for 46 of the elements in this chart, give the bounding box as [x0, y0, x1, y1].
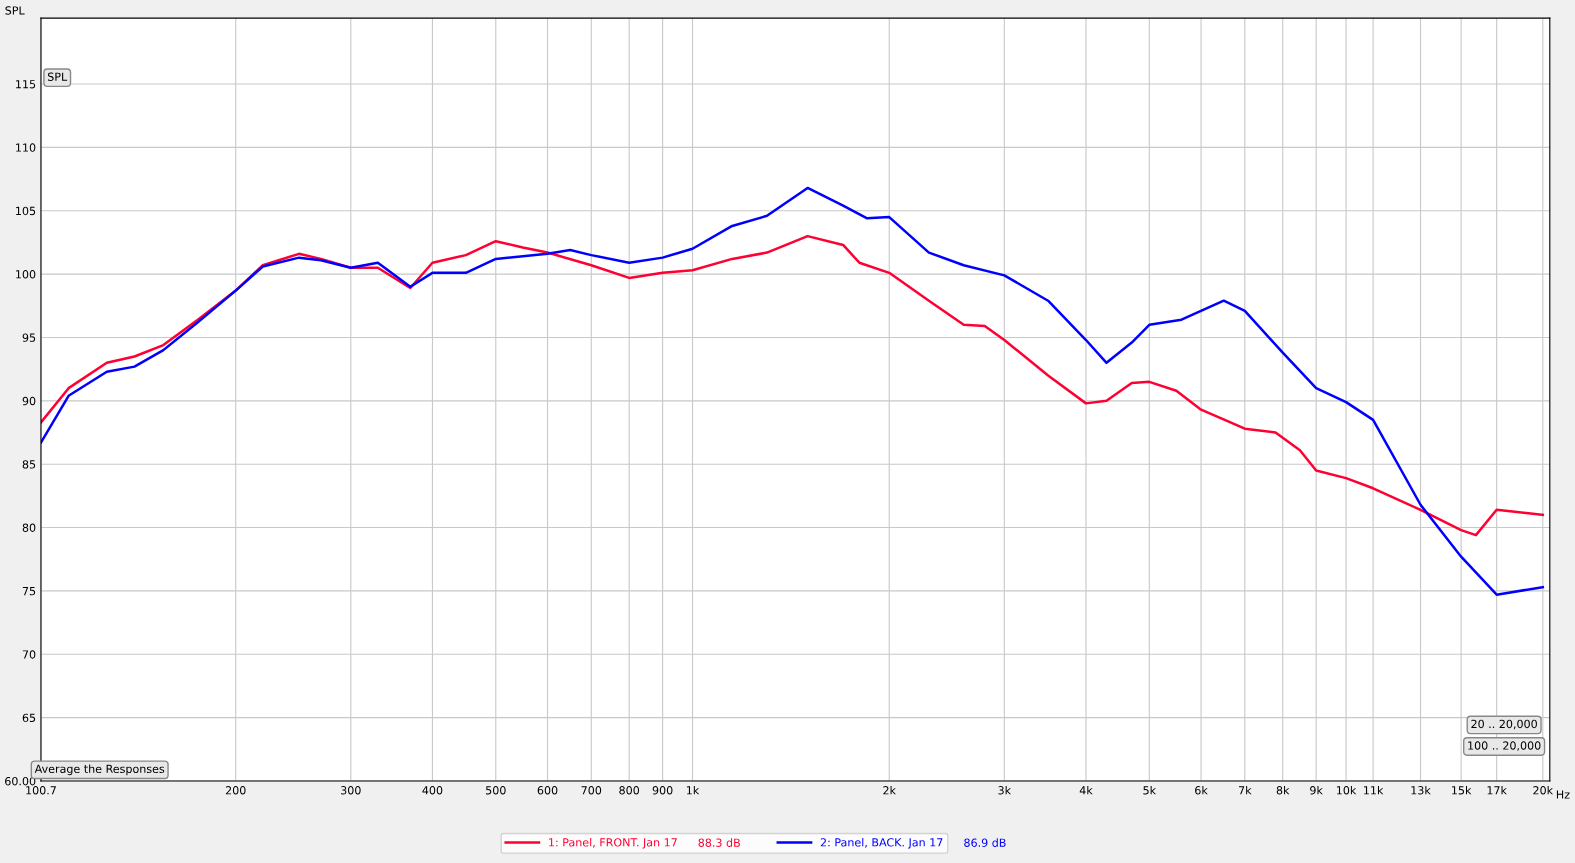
annotation: 20 .. 20,000	[1471, 719, 1537, 730]
x-tick-label: 4k	[1079, 785, 1093, 795]
x-tick-label: 400	[422, 786, 443, 795]
x-tick-label: 2k	[883, 785, 896, 795]
annotation: Average the Responses	[34, 764, 165, 776]
x-tick-label: 900	[652, 786, 673, 795]
x-tick-label: 1k	[686, 785, 700, 795]
x-tick-label: 800	[619, 786, 640, 795]
x-tick-label: 11k	[1364, 785, 1384, 795]
legend-label: 1: Panel, FRONT. Jan 17	[549, 837, 677, 849]
y-tick-label: 80	[22, 523, 36, 532]
x-tick-label: 6k	[1195, 785, 1208, 795]
x-tick-label: 7k	[1238, 785, 1252, 795]
legend-label: 2: Panel, BACK. Jan 17	[820, 837, 943, 849]
y-tick-label: 85	[22, 460, 36, 469]
text: 88.3 dB	[698, 838, 740, 847]
text: 86.9 dB	[964, 838, 1006, 847]
x-axis-title: Hz	[1556, 790, 1570, 799]
y-tick-label: 105	[16, 206, 36, 216]
x-tick-label: 300	[341, 786, 361, 795]
x-tick-label: 600	[537, 786, 558, 795]
y-tick-label: 65	[22, 713, 36, 723]
x-tick-label: 5k	[1143, 785, 1157, 795]
y-tick-label: 60.00	[5, 776, 36, 786]
x-tick-label: 700	[581, 786, 602, 795]
x-tick-label: 13k	[1411, 785, 1431, 795]
y-tick-label: 110	[16, 143, 36, 152]
x-tick-label: 100.7	[26, 786, 56, 795]
x-tick-label: 9k	[1310, 785, 1323, 795]
x-tick-label: 10k	[1336, 785, 1357, 795]
x-tick-label: 200	[225, 786, 246, 795]
x-tick-label: 3k	[998, 785, 1012, 795]
x-tick-label: 20k	[1533, 785, 1554, 795]
y-tick-label: 70	[22, 650, 36, 659]
y-tick-label: 75	[22, 587, 36, 596]
y-tick-label: 95	[22, 333, 36, 342]
annotation: SPL	[47, 72, 68, 81]
x-tick-label: 500	[486, 786, 506, 795]
x-tick-label: 17k	[1487, 785, 1507, 795]
y-tick-label: 115	[16, 80, 36, 89]
y-axis-title: SPL	[5, 6, 25, 15]
x-tick-label: 15k	[1452, 785, 1472, 795]
y-tick-label: 90	[22, 396, 36, 406]
x-tick-label: 8k	[1276, 785, 1290, 795]
annotation: 100 .. 20,000	[1468, 741, 1541, 751]
y-tick-label: 100	[16, 270, 36, 279]
